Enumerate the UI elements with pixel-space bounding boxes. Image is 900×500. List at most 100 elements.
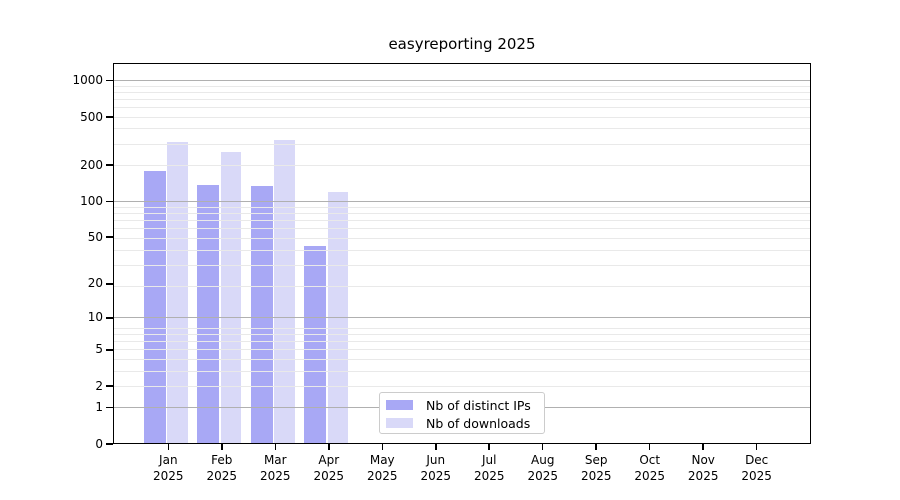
x-tick	[595, 444, 597, 450]
x-tick-label-sep: Sep 2025	[566, 452, 626, 484]
y-tick	[106, 349, 113, 351]
y-tick-label: 10	[87, 310, 103, 325]
gridline-minor	[113, 128, 811, 130]
year-label: 2025	[580, 469, 612, 483]
x-tick	[435, 444, 437, 450]
gridline-minor	[113, 220, 811, 222]
legend-label-distinct-ips: Nb of distinct IPs	[426, 397, 531, 413]
x-tick	[274, 444, 277, 450]
legend-swatch-distinct-ips	[386, 400, 413, 410]
x-tick	[328, 444, 330, 450]
gridline-minor	[113, 237, 811, 239]
legend-item-downloads: Nb of downloads	[386, 414, 544, 432]
gridline-minor	[113, 264, 811, 266]
year-label: 2025	[206, 469, 238, 483]
y-tick	[106, 283, 113, 285]
x-tick-label-mar: Mar 2025	[245, 452, 305, 484]
y-tick	[106, 116, 113, 118]
gridline-minor	[113, 385, 811, 387]
month-label: Jan	[159, 453, 178, 467]
y-tick-label: 2	[95, 378, 103, 393]
bar-downloads-jan	[167, 141, 188, 444]
y-tick	[106, 385, 113, 387]
year-label: 2025	[741, 469, 772, 483]
y-tick	[106, 443, 113, 445]
gridline-minor	[113, 285, 811, 287]
gridline-minor	[113, 370, 811, 372]
x-tick-label-feb: Feb 2025	[192, 452, 252, 484]
gridline-minor	[113, 206, 811, 208]
gridline-minor	[113, 228, 811, 230]
y-tick-label: 500	[80, 109, 103, 124]
x-tick-label-jan: Jan 2025	[138, 452, 198, 484]
gridline-minor	[113, 349, 811, 351]
year-label: 2025	[366, 469, 398, 483]
month-label: Jul	[481, 453, 497, 467]
y-tick	[106, 406, 113, 409]
gridline-minor	[113, 116, 811, 118]
gridline-minor	[113, 164, 811, 166]
y-tick-label: 200	[80, 157, 103, 172]
gridline-major	[113, 317, 811, 319]
year-label: 2025	[527, 469, 558, 483]
legend-label-downloads: Nb of downloads	[426, 415, 531, 431]
x-tick	[381, 444, 383, 450]
x-tick-label-nov: Nov 2025	[673, 452, 733, 484]
x-tick-label-jun: Jun 2025	[406, 452, 466, 484]
year-label: 2025	[687, 469, 719, 483]
year-label: 2025	[634, 469, 665, 483]
year-label: 2025	[260, 469, 291, 483]
gridline-minor	[113, 99, 811, 100]
gridline-minor	[113, 107, 811, 109]
month-label: May	[369, 453, 395, 467]
year-label: 2025	[473, 469, 505, 483]
x-tick-label-oct: Oct 2025	[620, 452, 680, 484]
y-tick	[106, 79, 113, 82]
x-tick	[167, 444, 170, 450]
gridline-minor	[113, 143, 811, 145]
year-label: 2025	[153, 469, 184, 483]
month-label: Apr	[318, 453, 340, 467]
x-tick-label-jul: Jul 2025	[459, 452, 519, 484]
x-tick	[648, 444, 651, 450]
y-tick-label: 5	[95, 342, 103, 357]
y-tick	[106, 317, 113, 319]
chart-title: easyreporting 2025	[388, 35, 536, 53]
gridline-minor	[113, 249, 811, 251]
gridline-major	[113, 200, 811, 202]
x-tick	[755, 444, 758, 450]
gridline-minor	[113, 327, 811, 329]
x-tick-label-dec: Dec 2025	[727, 452, 787, 484]
year-label: 2025	[313, 469, 345, 483]
gridline-minor	[113, 358, 811, 360]
y-tick	[106, 200, 113, 203]
month-label: Mar	[263, 453, 287, 467]
gridline-minor	[113, 213, 811, 215]
month-label: Jun	[426, 453, 446, 467]
x-tick	[702, 444, 704, 450]
gridline-minor	[113, 91, 811, 93]
y-tick-label: 100	[80, 193, 103, 208]
x-tick-label-aug: Aug 2025	[513, 452, 573, 484]
month-label: Dec	[745, 453, 769, 467]
x-tick-label-may: May 2025	[352, 452, 412, 484]
y-tick	[106, 164, 113, 166]
month-label: Sep	[584, 453, 608, 467]
bar-downloads-mar	[274, 139, 295, 444]
y-tick-label: 1000	[72, 73, 103, 88]
x-tick-label-apr: Apr 2025	[299, 452, 359, 484]
legend-item-distinct-ips: Nb of distinct IPs	[386, 396, 544, 414]
y-tick-label: 0	[95, 436, 103, 451]
month-label: Oct	[639, 453, 661, 467]
year-label: 2025	[420, 469, 452, 483]
x-tick	[221, 444, 223, 450]
bar-distinct-ips-apr	[304, 246, 327, 444]
gridline-minor	[113, 334, 811, 336]
legend-swatch-downloads	[386, 418, 413, 428]
month-label: Nov	[691, 453, 715, 467]
month-label: Aug	[531, 453, 555, 467]
y-tick	[106, 236, 113, 238]
plot-area	[113, 63, 811, 444]
bar-distinct-ips-jan	[143, 170, 166, 444]
